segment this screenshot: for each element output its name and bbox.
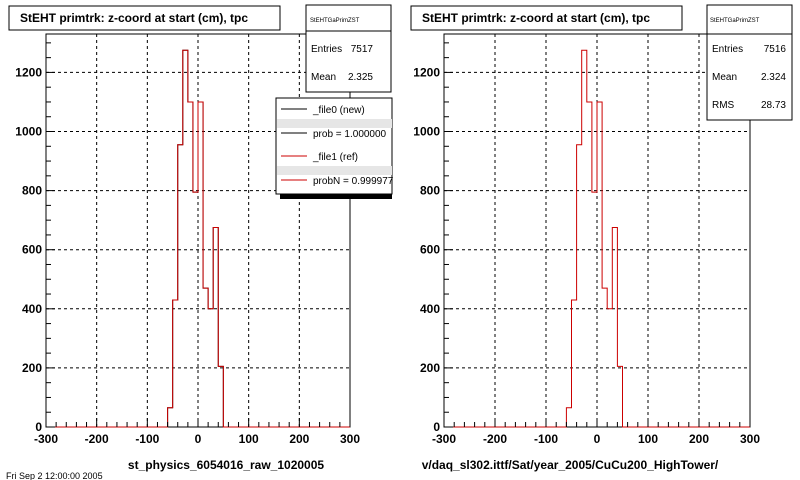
stats-mean-value: 2.325: [348, 72, 373, 83]
panel-left-stats-box: StEHTGaPrimZST Entries 7517 Mean 2.325: [305, 4, 392, 93]
stats-entries-label: Entries: [712, 44, 743, 55]
x-tick-label: -300: [34, 432, 58, 446]
stats-mean-label: Mean: [712, 72, 737, 83]
x-tick-label: 100: [239, 432, 259, 446]
panel-right-grid: [444, 34, 750, 427]
y-tick-label: 1200: [15, 65, 42, 79]
stats-entries-label: Entries: [311, 44, 342, 55]
panel-left-axes: -300 -200 -100 0 100 200 300 0 200 400 600 800 1000 1…: [15, 42, 360, 446]
panel-left-legend: _file0 (new) prob = 1.000000 _file1 (ref…: [275, 97, 394, 199]
y-tick-label: 800: [420, 184, 440, 198]
x-tick-label: 100: [638, 432, 658, 446]
stats-entries-value: 7517: [351, 44, 374, 55]
x-tick-label: -200: [85, 432, 109, 446]
y-tick-label: 200: [22, 361, 42, 375]
panel-left-title: StEHT primtrk: z-coord at start (cm), tp…: [20, 11, 248, 25]
x-tick-label: -300: [432, 432, 456, 446]
stats-mean-label: Mean: [311, 72, 336, 83]
x-tick-label: 200: [289, 432, 309, 446]
legend-label-prob: prob = 1.000000: [313, 129, 387, 140]
y-tick-label: 1200: [413, 65, 440, 79]
legend-label-probn: probN = 0.999977: [313, 176, 394, 187]
x-tick-label: -100: [135, 432, 159, 446]
x-tick-label: 300: [340, 432, 360, 446]
x-tick-label: -100: [534, 432, 558, 446]
panel-right-title: StEHT primtrk: z-coord at start (cm), tp…: [422, 11, 650, 25]
x-tick-label: 300: [740, 432, 760, 446]
y-tick-label: 400: [420, 302, 440, 316]
panel-right-frame: [443, 33, 751, 428]
stats-entries-value: 7516: [764, 44, 787, 55]
stats-rms-label: RMS: [712, 100, 735, 111]
x-tick-label: 200: [689, 432, 709, 446]
panel-right: StEHT primtrk: z-coord at start (cm), tp…: [410, 4, 793, 472]
y-tick-label: 0: [35, 420, 42, 434]
footer-timestamp: Fri Sep 2 12:00:00 2005: [6, 471, 103, 480]
panel-right-axes: -300 -200 -100 0 100 200 300 0 200 400 600 800 1000 1…: [413, 42, 760, 446]
stats-mean-value: 2.324: [761, 72, 786, 83]
y-tick-label: 600: [22, 243, 42, 257]
y-tick-label: 1000: [15, 125, 42, 139]
legend-label-new: _file0 (new): [312, 105, 365, 116]
panel-right-title-box: [410, 5, 683, 31]
y-tick-label: 400: [22, 302, 42, 316]
x-tick-label: -200: [483, 432, 507, 446]
y-tick-label: 200: [420, 361, 440, 375]
panel-left: StEHT primtrk: z-coord at start (cm), tp…: [8, 4, 394, 472]
y-tick-label: 600: [420, 243, 440, 257]
panel-left-xlabel: st_physics_6054016_raw_1020005: [128, 458, 324, 472]
stats-rms-value: 28.73: [761, 100, 786, 111]
stats-name: StEHTGaPrimZST: [310, 18, 360, 24]
legend-label-ref: _file1 (ref): [312, 152, 358, 163]
y-tick-label: 1000: [413, 125, 440, 139]
panel-right-xlabel: v/daq_sl302.ittf/Sat/year_2005/CuCu200_H…: [422, 458, 719, 472]
stats-name: StEHTGaPrimZST: [710, 18, 760, 24]
x-tick-label: 0: [195, 432, 202, 446]
x-tick-label: 0: [594, 432, 601, 446]
panel-left-title-box: [8, 5, 281, 31]
y-tick-label: 0: [433, 420, 440, 434]
y-tick-label: 800: [22, 184, 42, 198]
panel-right-stats-box: StEHTGaPrimZST Entries 7516 Mean 2.324 R…: [706, 4, 793, 121]
